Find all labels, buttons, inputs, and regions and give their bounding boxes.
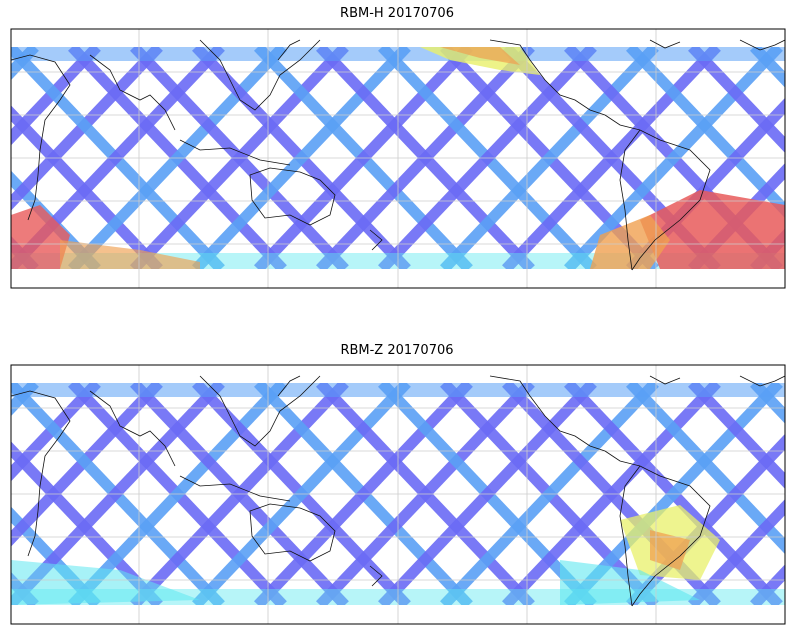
coastline [649, 375, 681, 385]
coastline [649, 39, 681, 49]
coastline [89, 54, 176, 131]
coastline [199, 39, 321, 111]
coastlines-rbm-h [11, 39, 785, 271]
coastline [739, 39, 785, 51]
coastline [619, 129, 641, 271]
map-frame-rbm-z [10, 364, 786, 625]
swath-track [688, 47, 785, 153]
coastline [277, 39, 301, 61]
coastline [11, 390, 71, 557]
coastline [249, 167, 336, 226]
coastline [179, 139, 291, 166]
coastline [199, 375, 321, 447]
high-region-south-america [590, 215, 670, 269]
coastline [277, 375, 301, 397]
mid-region-southwest [11, 560, 200, 605]
map-panel-rbm-z [10, 364, 786, 625]
high-region-north-pacific-core [440, 47, 520, 65]
coastline [369, 229, 383, 251]
coastline [179, 475, 291, 502]
swath-track [688, 383, 785, 489]
coastline [489, 375, 606, 452]
gridlines-rbm-z [11, 365, 785, 624]
coastline [11, 54, 71, 221]
swath-track [11, 47, 101, 146]
coastline [249, 503, 336, 562]
coastlines-rbm-z [11, 375, 785, 607]
coastline [739, 375, 785, 387]
high-region-south-america-core [650, 530, 690, 570]
coastline [619, 465, 641, 607]
high-region-south-indian [60, 240, 200, 269]
coastline [604, 114, 711, 271]
gridlines-rbm-h [11, 29, 785, 288]
swath-track [688, 499, 785, 605]
panel-title-rbm-z: RBM-Z 20170706 [340, 343, 454, 358]
high-region-southwest [11, 205, 70, 269]
coastline [604, 450, 711, 607]
mid-region-south-atlantic [560, 560, 700, 605]
swath-track [11, 383, 101, 482]
coastline [489, 39, 606, 116]
high-region-south-atlantic [640, 190, 785, 269]
high-region-north-pacific [420, 47, 540, 75]
map-panel-rbm-h [10, 28, 786, 289]
coastline [89, 390, 176, 467]
panel-title-rbm-h: RBM-H 20170706 [340, 6, 454, 21]
map-frame-rbm-h [10, 28, 786, 289]
coastline [369, 565, 383, 587]
